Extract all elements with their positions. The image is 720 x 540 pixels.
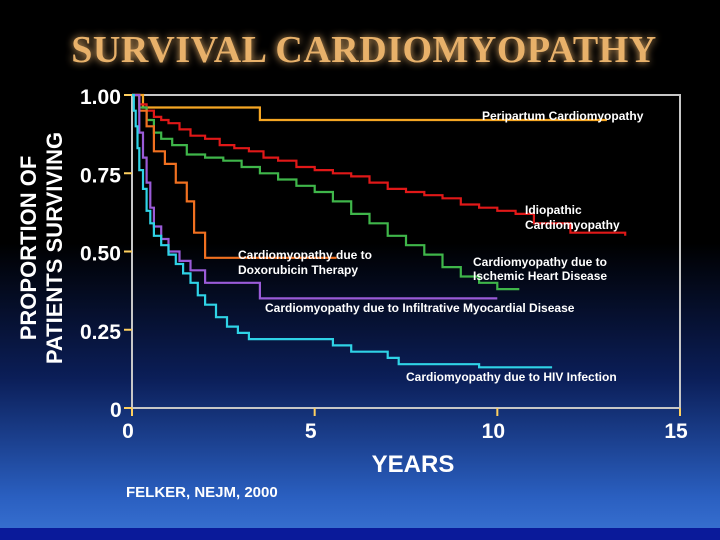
series-line-cardiomyopathy-due-to-doxorubicin-therapy (132, 93, 337, 259)
series-label: Cardiomyopathy (525, 218, 620, 232)
series-line-peripartum-cardiomyopathy (132, 93, 607, 122)
series-label: Peripartum Cardiomyopathy (482, 109, 644, 123)
x-axis-label: YEARS (372, 451, 455, 478)
y-tick-label: 0.50 (80, 243, 121, 266)
y-axis-ticks: 0 0.25 0.50 0.75 1.00 (80, 86, 132, 422)
series-line-cardiomyopathy-due-to-ischemic-heart-disease (132, 93, 520, 291)
y-axis-label-line-1: PROPORTION OF (16, 156, 41, 341)
x-axis-ticks: 0 5 10 15 (122, 408, 688, 443)
y-tick-label: 0 (110, 399, 122, 422)
chart-title: SURVIVAL CARDIOMYOPATHY (71, 29, 657, 71)
y-tick-label: 1.00 (80, 86, 121, 109)
y-axis-label-line-2: PATIENTS SURVIVING (42, 132, 67, 364)
y-tick-label: 0.25 (80, 321, 121, 344)
series-label: Cardiomyopathy due to (238, 248, 372, 262)
series-line-cardiomyopathy-due-to-infiltrative-myocardial-disease (132, 93, 498, 300)
series-label: Ischemic Heart Disease (473, 269, 607, 283)
series-line-cardiomyopathy-due-to-hiv-infection (132, 93, 553, 369)
series-label: Cardiomyopathy due to Infiltrative Myoca… (265, 301, 575, 315)
series-label: Idiopathic (525, 203, 582, 217)
series-line-idiopathic-cardiomyopathy (132, 93, 627, 236)
series-label: Doxorubicin Therapy (238, 263, 358, 277)
x-tick-label: 15 (664, 420, 688, 443)
x-tick-label: 0 (122, 420, 134, 443)
series-labels: Peripartum CardiomyopathyIdiopathicCardi… (238, 109, 644, 384)
y-tick-label: 0.75 (80, 164, 121, 187)
x-tick-label: 5 (305, 420, 317, 443)
plot-frame (131, 94, 681, 409)
x-tick-label: 10 (482, 420, 505, 443)
series-label: Cardiomyopathy due to (473, 255, 607, 269)
bottom-color-bar (0, 528, 720, 540)
citation: FELKER, NEJM, 2000 (126, 484, 278, 501)
series-lines (132, 93, 627, 369)
series-label: Cardiomyopathy due to HIV Infection (406, 370, 617, 384)
